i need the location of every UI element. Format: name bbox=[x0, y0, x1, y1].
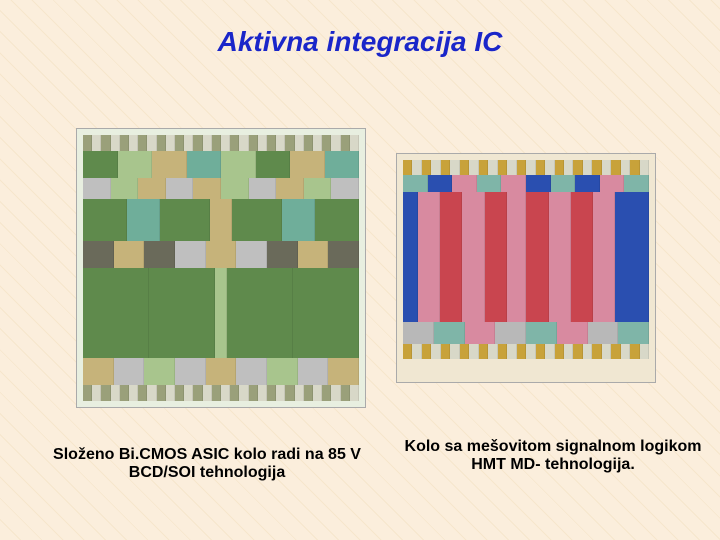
caption-left: Složeno Bi.CMOS ASIC kolo radi na 85 V B… bbox=[32, 446, 382, 482]
caption-right: Kolo sa mešovitom signalnom logikom HMT … bbox=[398, 438, 708, 474]
chip-left-layout bbox=[83, 135, 359, 401]
chip-left bbox=[76, 128, 366, 408]
caption-left-line1: Složeno Bi.CMOS ASIC kolo radi na 85 V bbox=[32, 446, 382, 464]
figure-row bbox=[76, 128, 656, 408]
slide-title: Aktivna integracija IC bbox=[0, 26, 720, 58]
caption-right-line2: HMT MD- tehnologija. bbox=[398, 456, 708, 474]
chip-right-layout bbox=[403, 160, 649, 376]
slide: Aktivna integracija IC Složeno Bi.CMOS A… bbox=[0, 0, 720, 540]
caption-left-line2: BCD/SOI tehnologija bbox=[32, 464, 382, 482]
caption-right-line1: Kolo sa mešovitom signalnom logikom bbox=[398, 438, 708, 456]
chip-right bbox=[396, 153, 656, 383]
